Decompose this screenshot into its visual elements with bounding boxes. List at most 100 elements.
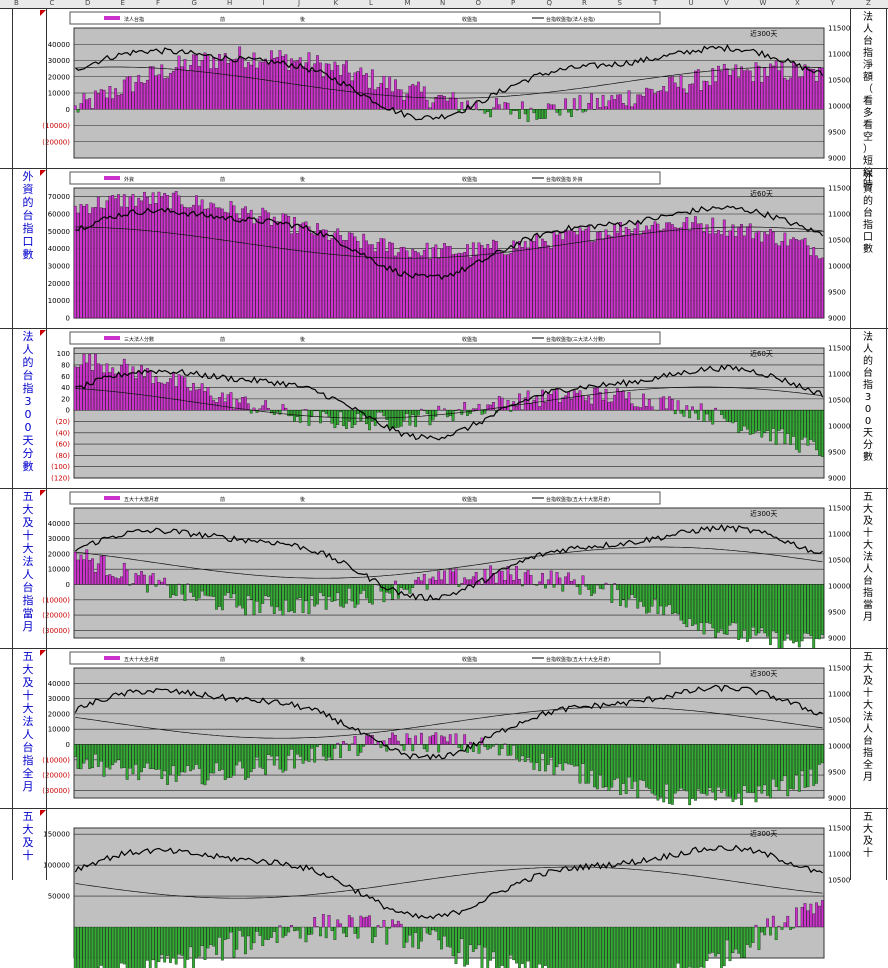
column-letter-H[interactable]: H bbox=[227, 0, 232, 7]
bar bbox=[412, 249, 414, 318]
bar bbox=[262, 744, 264, 768]
bar bbox=[308, 744, 310, 761]
column-letter-R[interactable]: R bbox=[582, 0, 587, 7]
bar bbox=[443, 409, 445, 410]
bar bbox=[498, 250, 500, 318]
bar bbox=[622, 103, 624, 109]
column-letter-L[interactable]: L bbox=[369, 0, 373, 7]
column-letter-E[interactable]: E bbox=[121, 0, 125, 7]
bar bbox=[351, 81, 353, 110]
bar bbox=[821, 258, 823, 318]
column-letter-Z[interactable]: Z bbox=[866, 0, 871, 7]
bar bbox=[230, 927, 232, 932]
bar bbox=[169, 744, 171, 774]
column-letter-T[interactable]: T bbox=[653, 0, 657, 7]
bar bbox=[674, 410, 676, 414]
bar bbox=[821, 410, 823, 457]
bar bbox=[112, 927, 114, 968]
bar bbox=[187, 744, 189, 765]
bar bbox=[414, 251, 416, 318]
bar bbox=[259, 927, 261, 936]
bar bbox=[120, 577, 122, 585]
bar bbox=[651, 89, 653, 109]
bar bbox=[354, 927, 356, 934]
bar bbox=[313, 235, 315, 318]
bar bbox=[605, 583, 607, 584]
column-letter-D[interactable]: D bbox=[85, 0, 90, 7]
column-letter-G[interactable]: G bbox=[192, 0, 197, 7]
bar bbox=[290, 744, 292, 749]
bar bbox=[631, 404, 633, 411]
bar bbox=[798, 584, 800, 647]
bar bbox=[106, 98, 108, 109]
bar bbox=[331, 744, 333, 759]
bar bbox=[512, 241, 514, 318]
bar bbox=[253, 224, 255, 318]
bar bbox=[449, 927, 451, 947]
bar bbox=[328, 744, 330, 757]
bar bbox=[671, 584, 673, 613]
bar bbox=[639, 408, 641, 411]
bar bbox=[137, 75, 139, 109]
bar bbox=[103, 208, 105, 318]
bar bbox=[781, 410, 783, 429]
range-tag: 近300天 bbox=[750, 509, 777, 518]
bar bbox=[763, 927, 765, 935]
bar bbox=[466, 927, 468, 964]
bar bbox=[570, 109, 572, 117]
bar bbox=[192, 584, 194, 596]
bar bbox=[394, 80, 396, 110]
column-letter-S[interactable]: S bbox=[618, 0, 622, 7]
bar bbox=[489, 927, 491, 960]
bar bbox=[264, 927, 266, 939]
column-letter-X[interactable]: X bbox=[795, 0, 800, 7]
legend-label: 前 bbox=[220, 16, 225, 23]
column-letter-P[interactable]: P bbox=[511, 0, 515, 7]
range-tag: 近300天 bbox=[750, 669, 777, 678]
bar bbox=[810, 744, 812, 769]
bar bbox=[789, 410, 791, 444]
column-letter-W[interactable]: W bbox=[760, 0, 767, 7]
bar bbox=[582, 576, 584, 585]
bar bbox=[660, 744, 662, 796]
bar bbox=[599, 107, 601, 109]
column-letter-J[interactable]: J bbox=[298, 0, 300, 7]
bar bbox=[241, 209, 243, 318]
bar bbox=[763, 232, 765, 318]
bar bbox=[83, 354, 85, 410]
bar bbox=[264, 400, 266, 410]
bar bbox=[761, 242, 763, 318]
bar bbox=[576, 235, 578, 318]
column-letter-U[interactable]: U bbox=[689, 0, 694, 7]
bar bbox=[510, 109, 512, 114]
column-letter-I[interactable]: I bbox=[263, 0, 265, 7]
bar bbox=[276, 927, 278, 943]
column-letter-F[interactable]: F bbox=[156, 0, 160, 7]
column-letter-M[interactable]: M bbox=[405, 0, 411, 7]
column-letter-N[interactable]: N bbox=[440, 0, 445, 7]
bar bbox=[674, 584, 676, 612]
column-letter-V[interactable]: V bbox=[724, 0, 729, 7]
bar bbox=[166, 744, 168, 784]
bar bbox=[492, 402, 494, 410]
y-right-tick: 11500 bbox=[828, 665, 850, 673]
bar bbox=[143, 575, 145, 584]
bar bbox=[559, 402, 561, 410]
bar bbox=[311, 410, 313, 417]
column-letter-B[interactable]: B bbox=[14, 0, 19, 7]
bar bbox=[360, 916, 362, 927]
bar bbox=[801, 240, 803, 318]
bar bbox=[527, 570, 529, 584]
column-letter-Y[interactable]: Y bbox=[831, 0, 835, 7]
column-letter-Q[interactable]: Q bbox=[547, 0, 553, 7]
column-letter-O[interactable]: O bbox=[476, 0, 482, 7]
bar bbox=[74, 744, 76, 756]
bar bbox=[469, 927, 471, 945]
column-letter-C[interactable]: C bbox=[50, 0, 55, 7]
bar bbox=[758, 231, 760, 318]
bar bbox=[388, 410, 390, 428]
bar bbox=[749, 410, 751, 434]
column-letter-K[interactable]: K bbox=[334, 0, 339, 7]
bar bbox=[590, 94, 592, 110]
bar bbox=[787, 80, 789, 109]
